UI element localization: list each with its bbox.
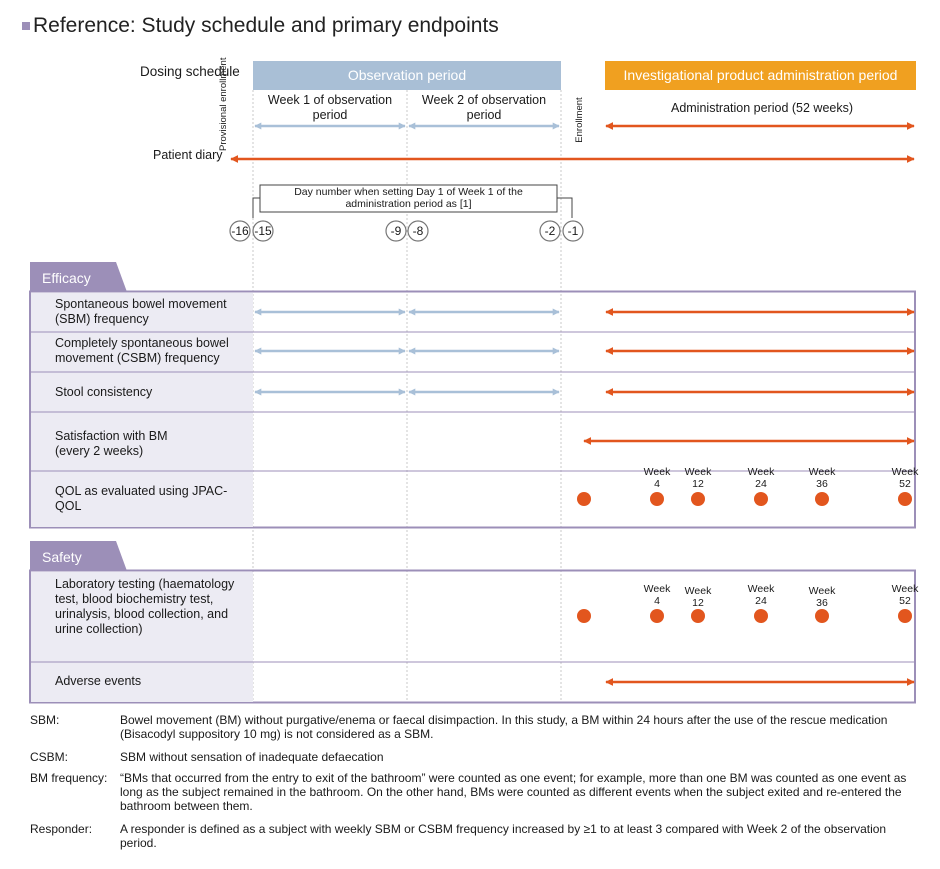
- title-text: Reference: Study schedule and primary en…: [33, 14, 499, 37]
- week-word: Week: [808, 466, 836, 478]
- day-number-note: Day number when setting Day 1 of Week 1 …: [294, 186, 523, 210]
- day-bracket-right: [557, 197, 573, 218]
- week-word: Week: [891, 583, 919, 595]
- safety-tab: Safety: [42, 549, 82, 565]
- week-word: Week: [747, 466, 775, 478]
- week-marker-label: Week 52: [887, 466, 923, 490]
- week-word: Week: [808, 585, 836, 597]
- efficacy-row-label: QOL as evaluated using JPAC-QOL: [55, 484, 228, 513]
- week-number: 36: [816, 597, 828, 609]
- day-label: -16: [231, 224, 249, 238]
- efficacy-row-label: Satisfaction with BM (every 2 weeks): [55, 429, 168, 458]
- guide-lines: [252, 90, 562, 702]
- day-label: -15: [254, 224, 272, 238]
- week-word: Week: [684, 585, 712, 597]
- week-marker-label: Week 36: [804, 585, 840, 609]
- week-marker-label: Week 4: [639, 583, 675, 607]
- week-marker-label: Week 12: [680, 466, 716, 490]
- safety-frame: [29, 569, 916, 704]
- day-label: -9: [390, 224, 402, 238]
- administration-period-header-label: Investigational product administration p…: [623, 67, 898, 83]
- note-term: BM frequency:: [30, 771, 108, 785]
- week-number: 12: [692, 597, 704, 609]
- administration-period-label: Administration period (52 weeks): [670, 101, 854, 115]
- safety-label-column: [31, 572, 253, 702]
- dosing-schedule-label: Dosing schedule: [140, 64, 240, 79]
- efficacy-row-label: Spontaneous bowel movement (SBM) frequen…: [55, 297, 227, 326]
- week-word: Week: [684, 466, 712, 478]
- week2-label: Week 2 of observation period: [421, 93, 547, 122]
- week-number: 52: [899, 478, 911, 490]
- note-term: Responder:: [30, 822, 93, 836]
- efficacy-row-label: Stool consistency: [55, 385, 153, 399]
- week-number: 12: [692, 478, 704, 490]
- note-definition: A responder is defined as a subject with…: [120, 822, 887, 850]
- week-word: Week: [643, 583, 671, 595]
- day-label: -2: [544, 224, 556, 238]
- week-number: 24: [755, 595, 767, 607]
- page-title: Reference: Study schedule and primary en…: [22, 14, 499, 38]
- week-number: 24: [755, 478, 767, 490]
- provisional-enrollment-label: Provisional enrollment: [218, 57, 229, 151]
- note-definition: SBM without sensation of inadequate defa…: [120, 750, 384, 764]
- day-label: -8: [412, 224, 424, 238]
- week-number: 4: [654, 478, 660, 490]
- safety-row-label: Laboratory testing (haematology test, bl…: [55, 577, 235, 636]
- administration-period-band: [605, 61, 916, 90]
- efficacy-tab: Efficacy: [42, 270, 91, 286]
- patient-diary-label: Patient diary: [153, 148, 223, 162]
- efficacy-frame: [29, 290, 916, 529]
- week-word: Week: [747, 583, 775, 595]
- day-bracket-left: [252, 197, 260, 218]
- safety-row-label: Adverse events: [55, 674, 142, 688]
- observation-period-label: Observation period: [347, 67, 467, 83]
- week-marker-label: Week 24: [743, 466, 779, 490]
- week-marker-label: Week 4: [639, 466, 675, 490]
- efficacy-tab-shape: [30, 262, 127, 292]
- week1-label: Week 1 of observation period: [267, 93, 393, 122]
- enrollment-label: Enrollment: [574, 97, 585, 143]
- efficacy-row-label: Completely spontaneous bowel movement (C…: [55, 336, 229, 365]
- week-word: Week: [643, 466, 671, 478]
- safety-tab-shape: [30, 541, 127, 571]
- day-circles: [229, 220, 584, 242]
- week-word: Week: [891, 466, 919, 478]
- qol-dots: [577, 492, 912, 506]
- week-marker-label: Week 36: [804, 466, 840, 490]
- lab-dots: [577, 609, 912, 623]
- efficacy-arrows: [254, 308, 915, 445]
- day-label: -1: [567, 224, 579, 238]
- note-term: SBM:: [30, 713, 60, 727]
- observation-period-band: [253, 61, 561, 90]
- week-marker-label: Week 24: [743, 583, 779, 607]
- note-definition: “BMs that occurred from the entry to exi…: [120, 771, 907, 813]
- week-number: 36: [816, 478, 828, 490]
- efficacy-row-dividers: [31, 331, 914, 472]
- week-number: 52: [899, 595, 911, 607]
- note-term: CSBM:: [30, 750, 69, 764]
- note-definition: Bowel movement (BM) without purgative/en…: [120, 713, 888, 741]
- week-marker-label: Week 12: [680, 585, 716, 609]
- title-bullet-icon: [22, 22, 30, 31]
- week-number: 4: [654, 595, 660, 607]
- week-marker-label: Week 52: [887, 583, 923, 607]
